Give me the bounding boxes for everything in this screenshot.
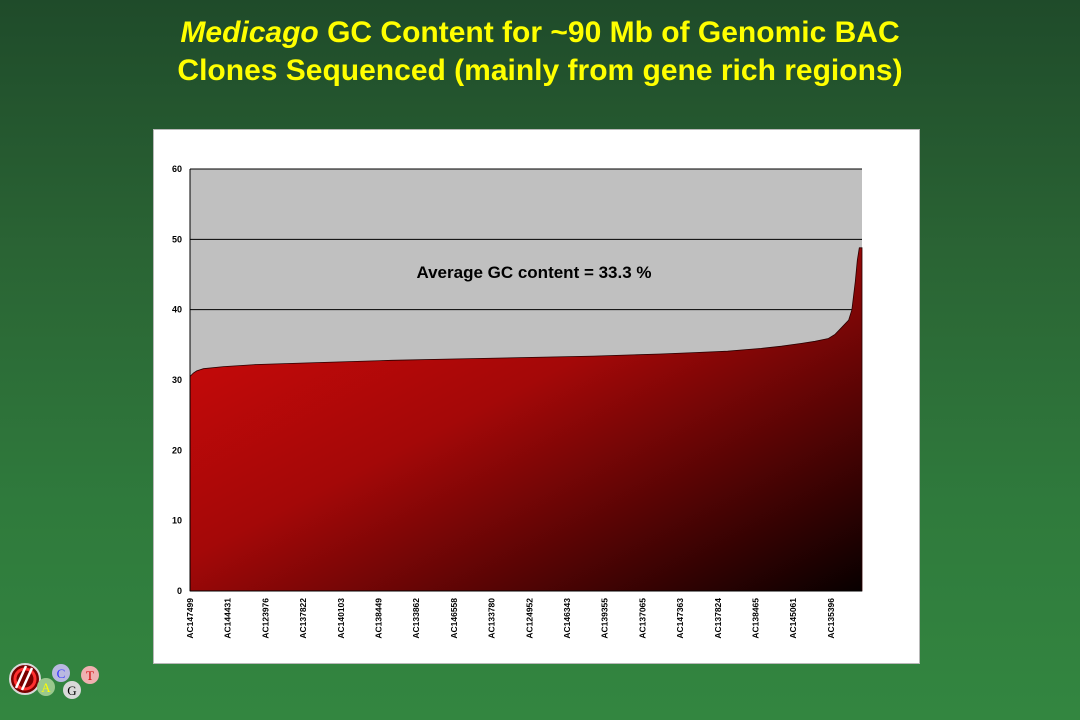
y-tick-label: 10	[172, 516, 182, 526]
average-gc-annotation: Average GC content = 33.3 %	[416, 263, 651, 282]
x-axis: AC147499 AC144431 AC123976 AC137822 AC140103…	[185, 590, 862, 639]
y-tick-label: 30	[172, 375, 182, 385]
logo-letter-g: G	[67, 683, 76, 698]
y-tick-label: 0	[177, 586, 182, 596]
y-axis: 0 10 20 30 40 50 60	[172, 164, 191, 596]
x-tick-label: AC138465	[751, 598, 761, 639]
data-area	[189, 247, 863, 592]
x-tick-label: AC139355	[600, 598, 610, 639]
logo-letter-c: C	[57, 666, 66, 681]
title-line-1-rest: GC Content for ~90 Mb of Genomic BAC	[318, 16, 900, 49]
x-tick-label: AC135396	[826, 598, 836, 639]
title-line-2: Clones Sequenced (mainly from gene rich …	[177, 54, 903, 87]
x-tick-label: AC146343	[562, 598, 572, 639]
x-tick-label: AC140103	[336, 598, 346, 639]
title-italic-word: Medicago	[180, 16, 319, 49]
x-tick-label: AC147499	[185, 598, 195, 639]
y-tick-label: 50	[172, 234, 182, 244]
gc-content-area	[189, 247, 863, 592]
logo-emblem-icon	[9, 663, 41, 695]
x-tick-label: AC137822	[298, 598, 308, 639]
logo: A C G T	[9, 663, 99, 699]
x-tick-label: AC137824	[713, 598, 723, 639]
y-tick-label: 20	[172, 445, 182, 455]
x-tick-label: AC144431	[223, 598, 233, 639]
x-tick-label: AC123976	[260, 598, 270, 639]
title-line-1: Medicago GC Content for ~90 Mb of Genomi…	[0, 14, 1080, 52]
y-tick-label: 60	[172, 164, 182, 174]
x-tick-label: AC133862	[411, 598, 421, 639]
slide-title: Medicago GC Content for ~90 Mb of Genomi…	[0, 14, 1080, 90]
logo-letter-a: A	[41, 680, 51, 695]
x-tick-label: AC145061	[788, 598, 798, 639]
x-tick-label: AC133780	[487, 598, 497, 639]
x-tick-label: AC147363	[675, 598, 685, 639]
logo-letter-t: T	[86, 668, 94, 683]
x-tick-label: AC137065	[637, 598, 647, 639]
x-tick-label: AC138449	[374, 598, 384, 639]
y-tick-label: 40	[172, 305, 182, 315]
x-tick-label: AC146558	[449, 598, 459, 639]
x-tick-label: AC124952	[524, 598, 534, 639]
nucleotide-letters: A C G T	[37, 664, 99, 699]
chart-frame: 0 10 20 30 40 50 60 AC147499 AC144431 AC123976 AC…	[153, 129, 920, 664]
